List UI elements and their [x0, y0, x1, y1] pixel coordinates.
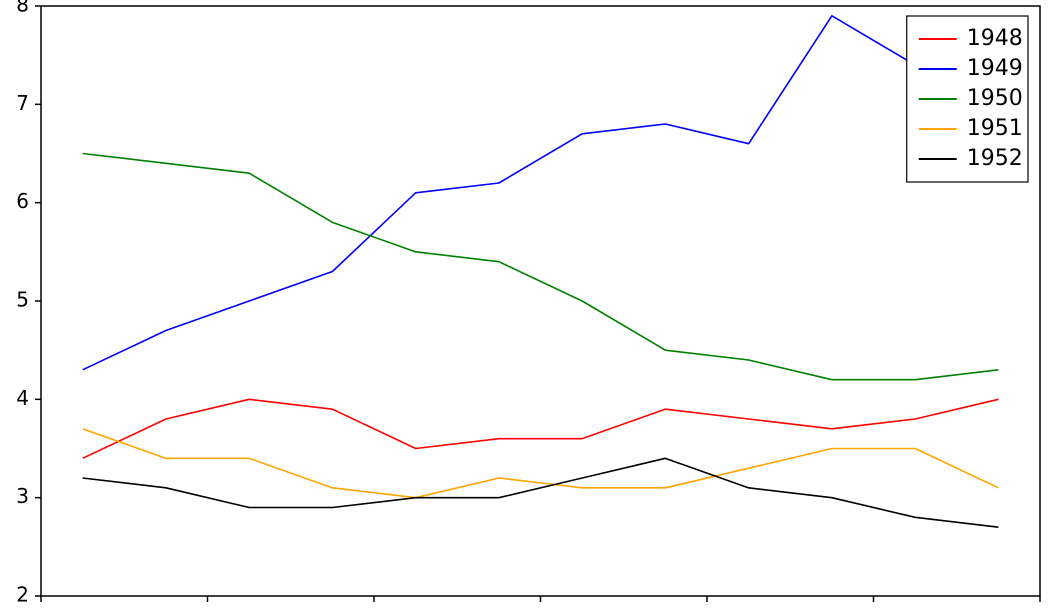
y-tick-label: 7	[16, 91, 29, 115]
legend-label-1950: 1950	[967, 86, 1023, 111]
legend-label-1949: 1949	[967, 56, 1023, 81]
legend-label-1952: 1952	[967, 146, 1023, 171]
line-chart: 2 3 4 5 6 7 8 1948 1949 1950 1951 1952	[0, 0, 1050, 614]
legend-label-1948: 1948	[967, 26, 1023, 51]
y-tick-label: 2	[16, 583, 29, 607]
legend-label-1951: 1951	[967, 116, 1023, 141]
legend: 1948 1949 1950 1951 1952	[907, 16, 1028, 182]
y-tick-label: 8	[16, 0, 29, 17]
y-tick-label: 5	[16, 288, 29, 312]
y-tick-label: 4	[16, 386, 29, 410]
y-tick-label: 6	[16, 189, 29, 213]
chart-svg: 2 3 4 5 6 7 8 1948 1949 1950 1951 1952	[0, 0, 1050, 614]
y-tick-label: 3	[16, 484, 29, 508]
